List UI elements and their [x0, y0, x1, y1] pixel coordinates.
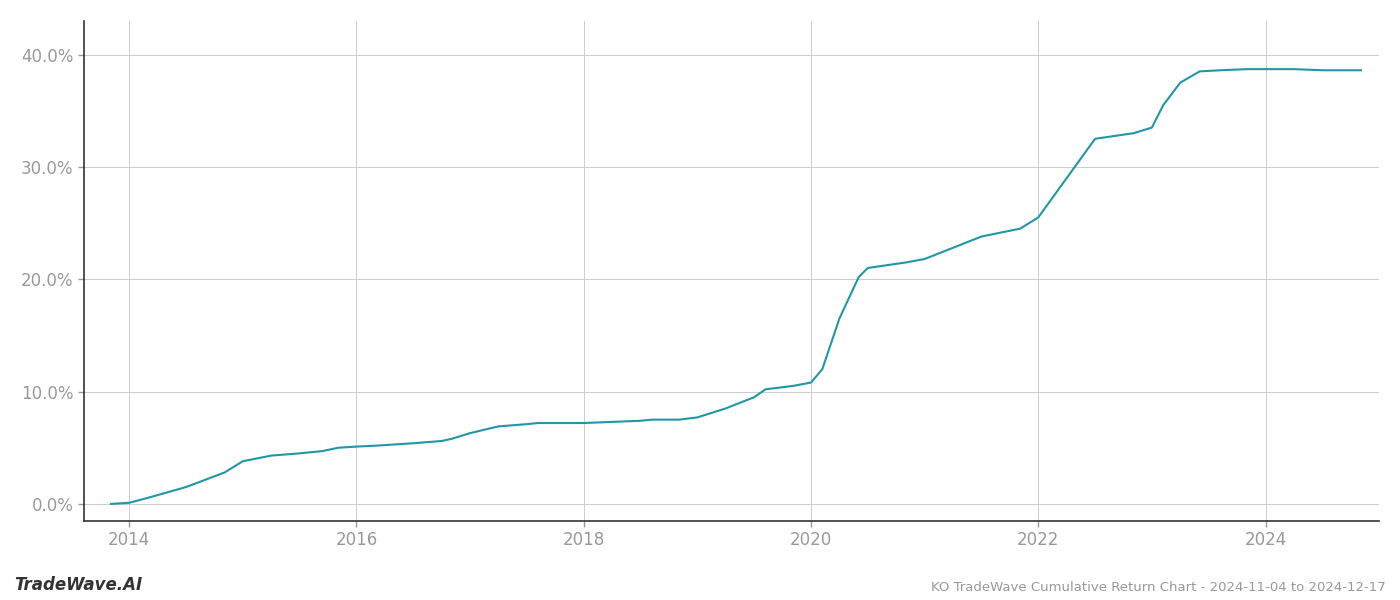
- Text: KO TradeWave Cumulative Return Chart - 2024-11-04 to 2024-12-17: KO TradeWave Cumulative Return Chart - 2…: [931, 581, 1386, 594]
- Text: TradeWave.AI: TradeWave.AI: [14, 576, 143, 594]
